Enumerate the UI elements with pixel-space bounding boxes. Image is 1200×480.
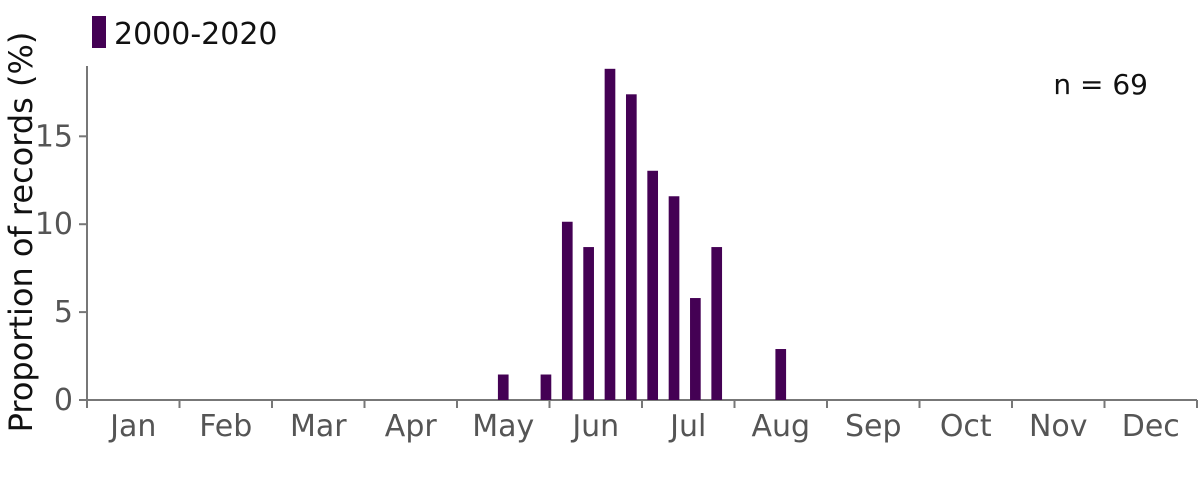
x-tick-label-jan: Jan <box>108 409 156 444</box>
y-tick-label: 15 <box>35 119 73 154</box>
x-tick-label-jun: Jun <box>570 409 619 444</box>
legend-label: 2000-2020 <box>114 17 278 52</box>
x-tick-label-oct: Oct <box>940 409 992 444</box>
bar-week-33 <box>775 349 787 400</box>
bar-week-22 <box>540 374 552 400</box>
bar-week-27 <box>647 170 659 400</box>
y-tick-label: 10 <box>35 207 73 242</box>
x-tick-label-sep: Sep <box>845 409 902 444</box>
legend-swatch <box>92 16 106 48</box>
y-axis-label: Proportion of records (%) <box>2 32 40 433</box>
x-tick-label-jul: Jul <box>668 409 706 444</box>
sample-size-annotation: n = 69 <box>1053 68 1148 101</box>
x-tick-label-feb: Feb <box>199 409 252 444</box>
bars <box>497 68 787 401</box>
y-tick-label: 0 <box>54 383 73 418</box>
bar-week-20 <box>497 374 509 400</box>
bar-week-24 <box>583 247 594 400</box>
y-tick-label: 5 <box>54 295 73 330</box>
y-axis: 0 5 10 15 <box>35 66 88 418</box>
x-tick-label-may: May <box>472 409 534 444</box>
bar-week-25 <box>604 68 616 401</box>
bar-week-30 <box>711 247 723 400</box>
x-tick-label-dec: Dec <box>1122 409 1180 444</box>
bar-week-28 <box>668 196 680 400</box>
x-tick-label-apr: Apr <box>385 409 438 444</box>
bar-week-23 <box>561 221 573 400</box>
legend: 2000-2020 <box>92 16 278 52</box>
bar-week-26 <box>625 94 637 400</box>
x-tick-label-mar: Mar <box>290 409 347 444</box>
bar-week-29 <box>690 298 701 400</box>
x-tick-label-aug: Aug <box>751 409 810 444</box>
x-axis: Jan Feb Mar Apr May Jun Jul Aug Sep Oct Nov Dec <box>86 399 1198 444</box>
x-tick-label-nov: Nov <box>1029 409 1088 444</box>
